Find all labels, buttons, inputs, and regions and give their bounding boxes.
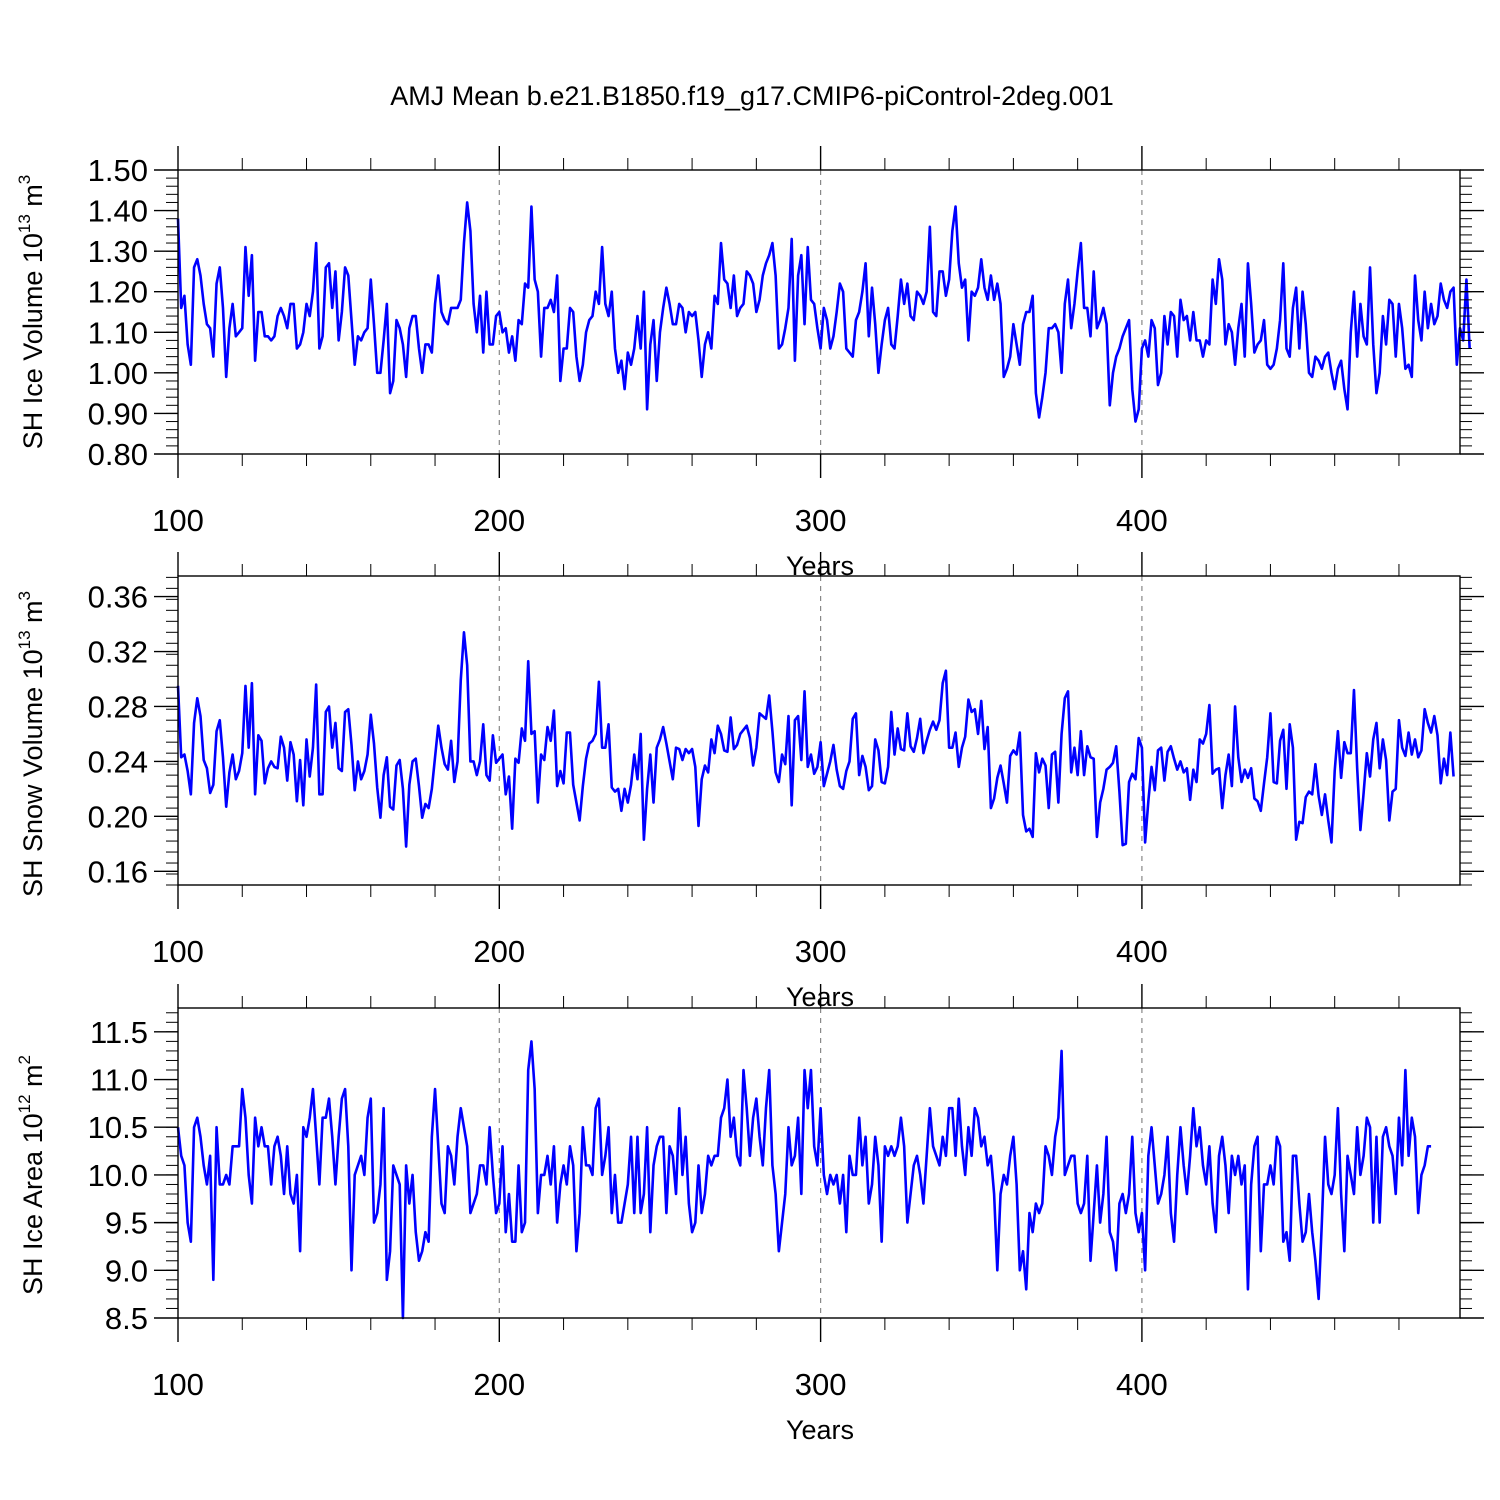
series-line: [176, 201, 1471, 423]
x-tick-label: 200: [473, 934, 525, 969]
y-tick-label: 9.0: [105, 1253, 148, 1288]
y-tick-label: 0.24: [88, 744, 148, 779]
x-tick-label: 400: [1116, 934, 1168, 969]
x-tick-label: 300: [795, 934, 847, 969]
y-tick-label: 0.32: [88, 635, 148, 670]
x-tick-label: 200: [473, 503, 525, 538]
x-tick-label: 300: [795, 1367, 847, 1402]
y-tick-label: 1.40: [88, 194, 148, 229]
y-tick-label: 10.0: [88, 1158, 148, 1193]
y-tick-label: 0.16: [88, 854, 148, 889]
y-tick-label: 1.20: [88, 275, 148, 310]
y-tick-label: 1.10: [88, 315, 148, 350]
panel-1: 0.80 0.90 1.00 1.10 1.20 1.30 1.40 1.50 100 200 30…: [15, 146, 1484, 581]
x-tick-label: 400: [1116, 1367, 1168, 1402]
panel-3: 8.5 9.0 9.5 10.0 10.5 11.0 11.5 100 200 300 400 Yea…: [15, 984, 1484, 1445]
plot-frame: [177, 169, 1461, 455]
y-tick-label: 1.00: [88, 356, 148, 391]
plot-frame: [177, 575, 1461, 886]
plot-frame: [177, 1007, 1461, 1319]
y-tick-label: 0.28: [88, 689, 148, 724]
series-line: [176, 1040, 1432, 1320]
y-tick-label: 1.30: [88, 234, 148, 269]
y-tick-label: 8.5: [105, 1301, 148, 1336]
y-tick-label: 0.20: [88, 799, 148, 834]
y-tick-label: 11.0: [90, 1063, 148, 1098]
x-axis-label: Years: [786, 1415, 854, 1445]
y-tick-label: 1.50: [88, 153, 148, 188]
series-line: [176, 631, 1455, 848]
y-axis-label: SH Snow Volume 1013 m3: [15, 591, 48, 897]
y-tick-label: 9.5: [105, 1206, 148, 1241]
x-tick-label: 100: [152, 1367, 204, 1402]
panels: 0.80 0.90 1.00 1.10 1.20 1.30 1.40 1.50 100 200 30…: [15, 146, 1484, 1445]
y-tick-label: 10.5: [88, 1110, 148, 1145]
y-tick-label: 0.90: [88, 396, 148, 431]
y-tick-label: 0.36: [88, 580, 148, 615]
y-axis-label: SH Ice Area 1012 m2: [15, 1055, 48, 1295]
figure-title: AMJ Mean b.e21.B1850.f19_g17.CMIP6-piCon…: [390, 81, 1113, 111]
x-tick-label: 200: [473, 1367, 525, 1402]
y-tick-label: 0.80: [88, 437, 148, 472]
x-tick-label: 100: [152, 934, 204, 969]
y-tick-label: 11.5: [90, 1015, 148, 1050]
x-tick-label: 300: [795, 503, 847, 538]
y-axis-label: SH Ice Volume 1013 m3: [15, 175, 48, 450]
x-tick-label: 100: [152, 503, 204, 538]
x-tick-label: 400: [1116, 503, 1168, 538]
